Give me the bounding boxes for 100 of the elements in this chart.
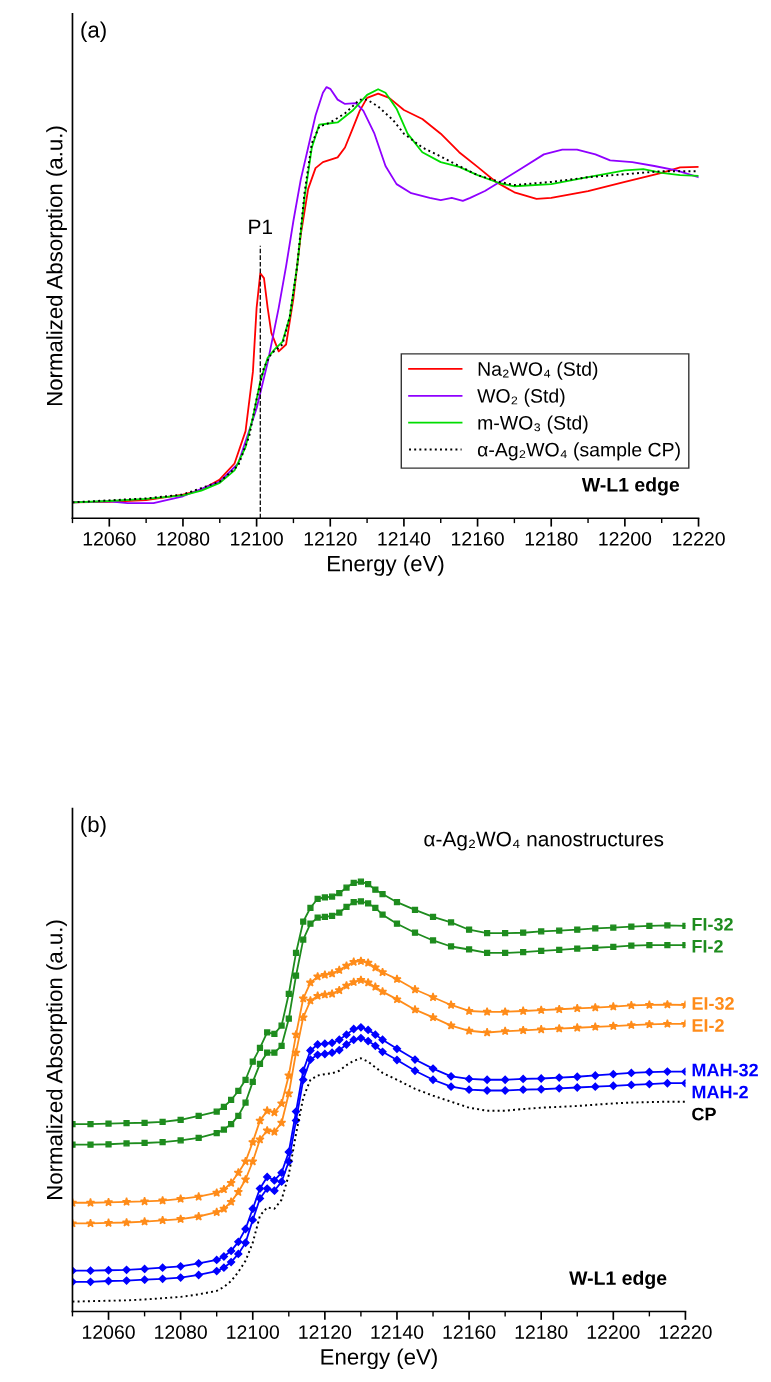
point <box>446 1072 456 1081</box>
series-label: FI-2 <box>692 939 723 953</box>
point <box>195 1112 202 1120</box>
point <box>271 1030 278 1037</box>
point <box>377 986 388 996</box>
point <box>212 1207 222 1217</box>
point <box>363 1036 373 1046</box>
point <box>248 1156 258 1166</box>
y-axis-title: Normalized Absorption (a.u.) <box>46 126 67 406</box>
point <box>256 1060 264 1067</box>
point <box>627 1080 636 1090</box>
point <box>278 1042 285 1049</box>
point <box>482 1075 492 1084</box>
point <box>213 1108 220 1115</box>
point <box>482 1086 492 1095</box>
point <box>343 903 350 911</box>
x-axis-title: Energy (eV) <box>328 555 444 576</box>
point <box>537 1085 546 1094</box>
point <box>320 989 330 999</box>
point <box>628 942 635 949</box>
point <box>502 930 509 937</box>
point <box>299 1075 308 1084</box>
point <box>292 949 300 957</box>
point <box>327 1048 337 1057</box>
point <box>378 1047 387 1056</box>
point <box>121 1217 132 1227</box>
point <box>175 1194 186 1203</box>
point <box>248 1204 257 1213</box>
point <box>334 985 344 995</box>
point <box>518 1025 528 1035</box>
point <box>263 1184 272 1193</box>
point <box>226 1246 236 1256</box>
point <box>86 1266 95 1275</box>
point <box>572 1022 582 1032</box>
x-tick-label: 12080 <box>157 531 210 546</box>
point <box>645 1067 654 1077</box>
point <box>482 1006 492 1016</box>
series-label: CP <box>692 1107 716 1121</box>
point <box>609 1081 618 1090</box>
point <box>176 1262 185 1271</box>
point <box>320 1049 329 1059</box>
point <box>139 1196 150 1206</box>
point <box>194 1259 203 1268</box>
point <box>519 1085 528 1094</box>
point <box>320 1039 329 1048</box>
point <box>103 1218 114 1228</box>
point <box>371 1041 380 1050</box>
point <box>140 1275 149 1284</box>
point <box>328 912 336 920</box>
point <box>429 913 437 920</box>
point <box>242 1076 249 1083</box>
point <box>278 1022 285 1029</box>
point <box>342 1040 351 1049</box>
point <box>501 1086 510 1095</box>
point <box>336 890 343 897</box>
point <box>312 971 323 981</box>
annotation: W-L1 edge <box>581 477 680 496</box>
point <box>349 977 359 987</box>
point <box>177 1137 184 1144</box>
point <box>428 1075 438 1084</box>
point <box>357 878 365 885</box>
point <box>538 928 545 935</box>
point <box>176 1273 185 1282</box>
point <box>379 911 386 918</box>
point <box>573 1083 582 1092</box>
point <box>429 937 437 944</box>
point <box>105 1141 112 1148</box>
point <box>626 1000 636 1010</box>
point <box>538 947 545 954</box>
point <box>370 962 380 972</box>
point <box>121 1197 132 1206</box>
point <box>520 929 527 936</box>
point <box>518 1006 528 1016</box>
point <box>410 1066 420 1075</box>
point <box>219 1203 229 1213</box>
point <box>270 1176 279 1185</box>
chart-title: (a) <box>81 21 106 43</box>
point <box>219 1252 229 1261</box>
point <box>220 1126 228 1133</box>
x-tick-label: 12180 <box>525 531 578 546</box>
point <box>85 1218 96 1228</box>
point <box>220 1103 228 1110</box>
point <box>363 1025 373 1035</box>
point <box>277 1177 286 1186</box>
point <box>343 884 350 891</box>
x-tick-label: 12200 <box>587 1325 640 1339</box>
point <box>300 918 307 925</box>
point <box>350 899 357 906</box>
point <box>249 1058 256 1065</box>
point <box>608 1001 618 1011</box>
point <box>379 890 386 898</box>
point <box>86 1277 95 1286</box>
point <box>356 1023 366 1032</box>
point <box>226 1178 236 1188</box>
point <box>194 1191 204 1201</box>
x-tick-label: 12120 <box>299 1325 352 1339</box>
point <box>392 974 402 984</box>
point <box>662 1019 673 1028</box>
point <box>356 1033 366 1043</box>
point <box>377 967 388 977</box>
